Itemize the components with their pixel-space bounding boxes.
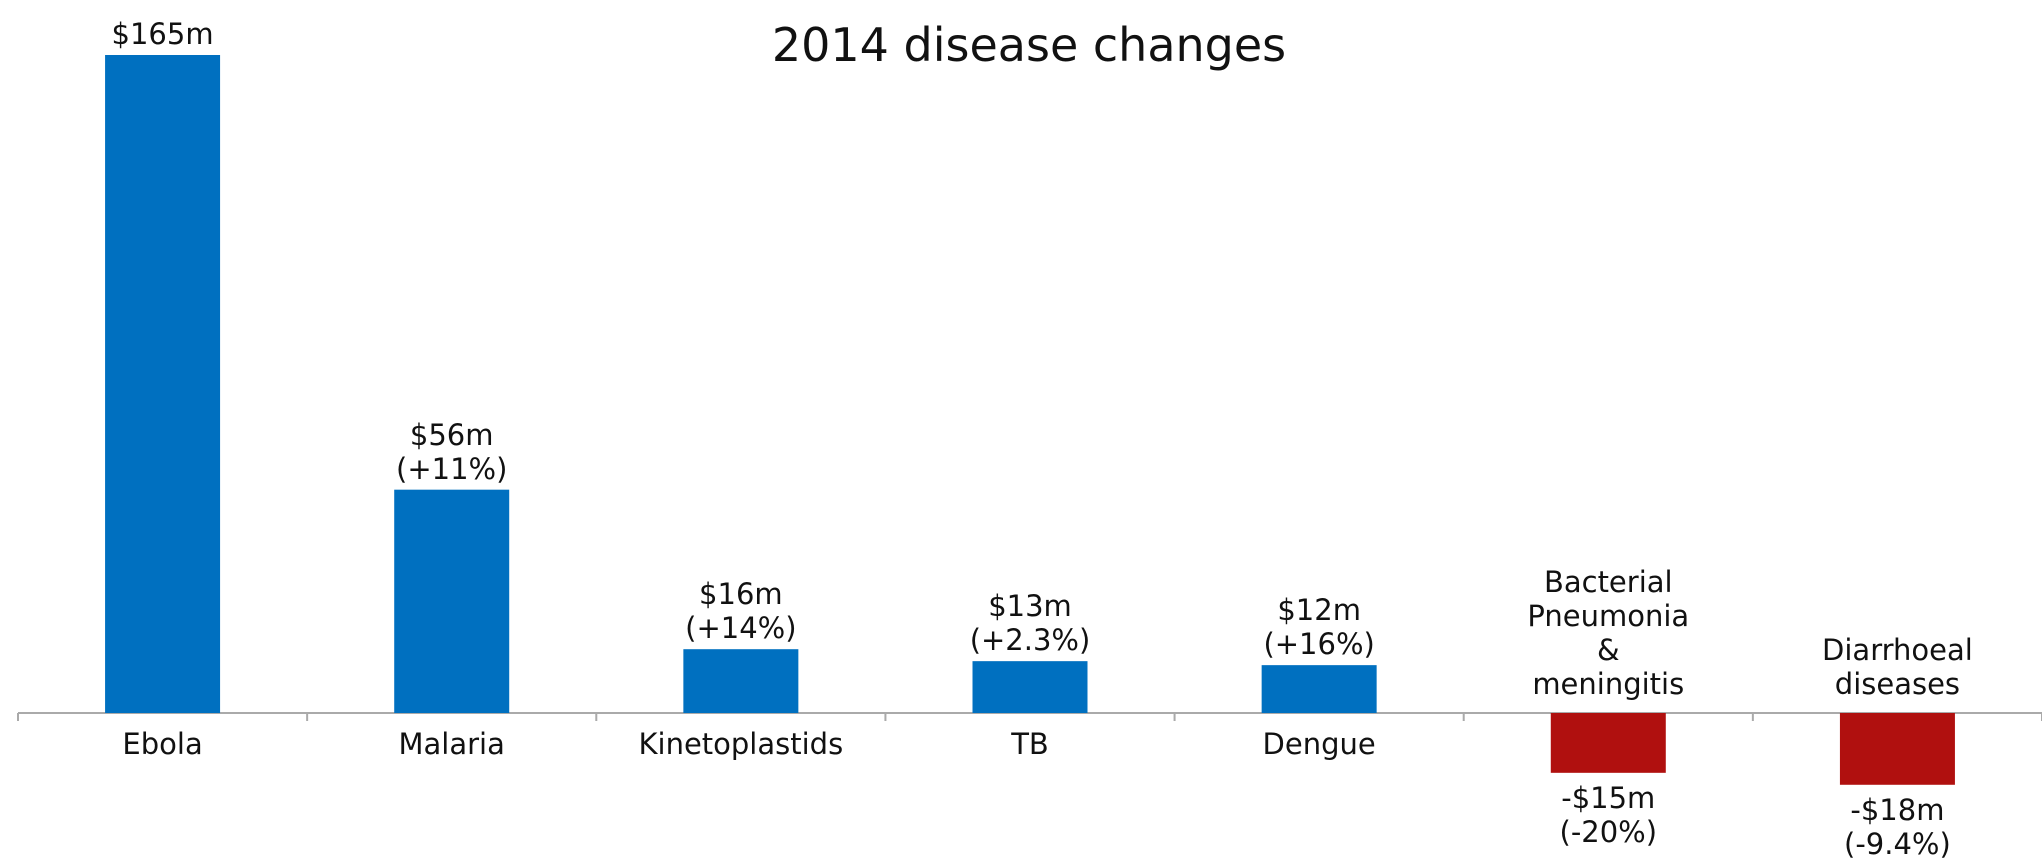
- bar: [394, 489, 510, 713]
- x-tick-label: TB: [1011, 727, 1049, 761]
- x-tick-label: Malaria: [398, 727, 505, 761]
- value-label: $56m (+11%): [396, 417, 508, 486]
- value-label: $16m (+14%): [685, 577, 797, 646]
- x-tick-label: Dengue: [1262, 727, 1376, 761]
- value-label: -$18m (-9.4%): [1844, 792, 1951, 861]
- x-tick-label: Diarrhoeal diseases: [1822, 633, 1973, 701]
- value-label: $165m: [111, 17, 214, 51]
- x-tick-label: Bacterial Pneumonia & meningitis: [1527, 565, 1690, 701]
- value-label: -$15m (-20%): [1559, 780, 1658, 849]
- bar: [1550, 713, 1666, 773]
- bar: [1261, 665, 1377, 713]
- bar: [972, 661, 1088, 713]
- x-tick-label: Ebola: [122, 727, 203, 761]
- x-tick-label: Kinetoplastids: [638, 727, 844, 761]
- value-label: $12m (+16%): [1263, 593, 1375, 662]
- bar: [1839, 713, 1955, 785]
- bar: [105, 55, 221, 713]
- chart-title: 2014 disease changes: [771, 18, 1287, 72]
- bar: [683, 649, 799, 713]
- value-label: $13m (+2.3%): [969, 589, 1091, 658]
